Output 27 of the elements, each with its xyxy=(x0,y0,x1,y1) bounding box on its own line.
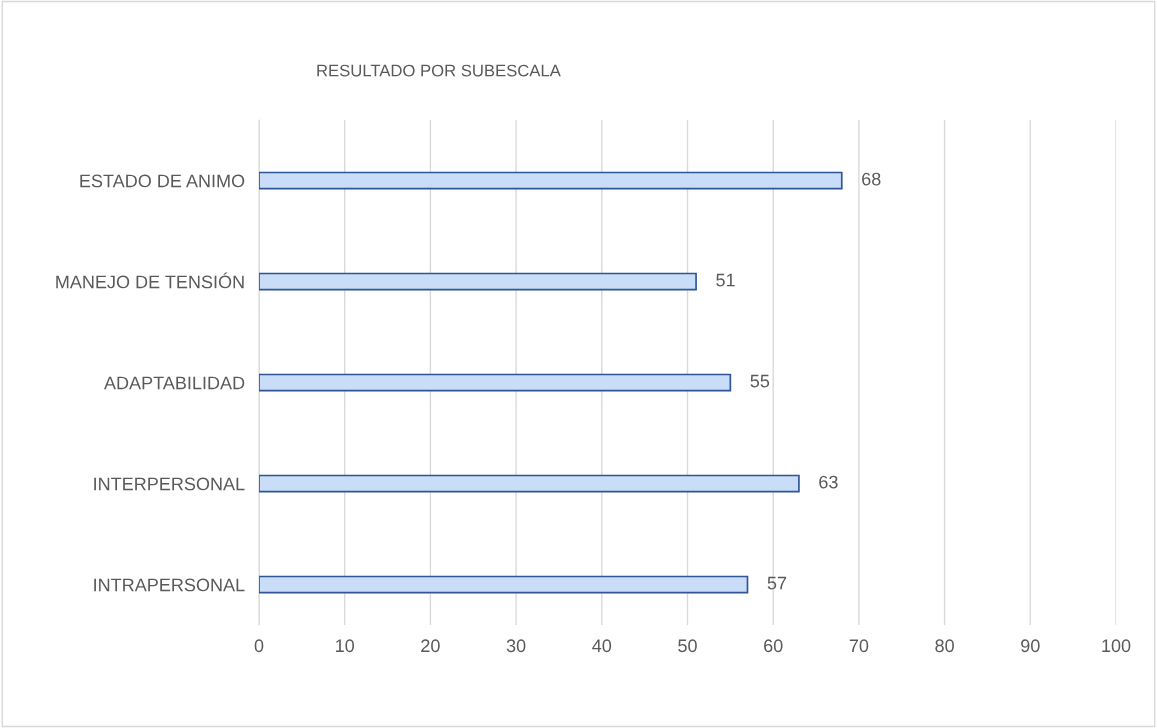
bar xyxy=(259,474,800,493)
x-tick-label: 40 xyxy=(592,639,612,653)
data-label: 57 xyxy=(767,576,787,590)
x-tick-label: 90 xyxy=(1021,639,1040,653)
x-tick-label: 20 xyxy=(421,639,440,653)
x-tick-label: 100 xyxy=(1102,639,1131,653)
data-label: 63 xyxy=(819,475,838,489)
y-tick-label: ADAPTABILIDAD xyxy=(104,376,245,390)
x-tick-label: 0 xyxy=(254,639,264,653)
x-tick-label: 70 xyxy=(849,639,869,653)
bar xyxy=(259,373,732,392)
x-tick-label: 80 xyxy=(935,639,954,653)
x-tick-label: 10 xyxy=(336,639,355,653)
y-tick-label: ESTADO DE ANIMO xyxy=(80,174,245,188)
bar xyxy=(259,575,749,594)
data-label: 51 xyxy=(716,273,735,287)
y-tick-label: MANEJO DE TENSIÓN xyxy=(56,272,244,289)
x-tick-label: 60 xyxy=(764,639,783,653)
y-tick-label: INTRAPERSONAL xyxy=(94,578,245,592)
x-tick-label: 30 xyxy=(506,639,526,653)
bar xyxy=(259,171,843,190)
data-label: 55 xyxy=(750,374,770,388)
data-label: 68 xyxy=(862,172,881,186)
chart-title: RESULTADO POR SUBESCALA xyxy=(317,64,561,77)
x-tick-label: 50 xyxy=(678,639,697,653)
y-tick-label: INTERPERSONAL xyxy=(94,477,245,491)
bar xyxy=(259,272,697,291)
